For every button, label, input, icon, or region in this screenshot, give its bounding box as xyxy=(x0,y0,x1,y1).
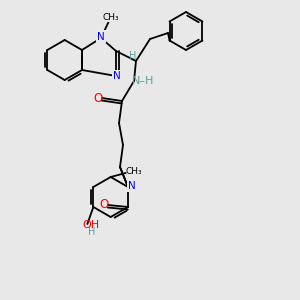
Text: CH₃: CH₃ xyxy=(103,13,119,22)
Text: N: N xyxy=(128,181,136,191)
Text: O: O xyxy=(99,199,109,212)
Text: N–H: N–H xyxy=(132,76,154,86)
Text: N: N xyxy=(113,71,121,81)
Text: CH₃: CH₃ xyxy=(125,167,142,176)
Text: N: N xyxy=(97,32,105,41)
Text: OH: OH xyxy=(83,220,100,230)
Text: H: H xyxy=(129,51,137,61)
Text: H: H xyxy=(88,227,95,237)
Text: O: O xyxy=(93,92,103,104)
